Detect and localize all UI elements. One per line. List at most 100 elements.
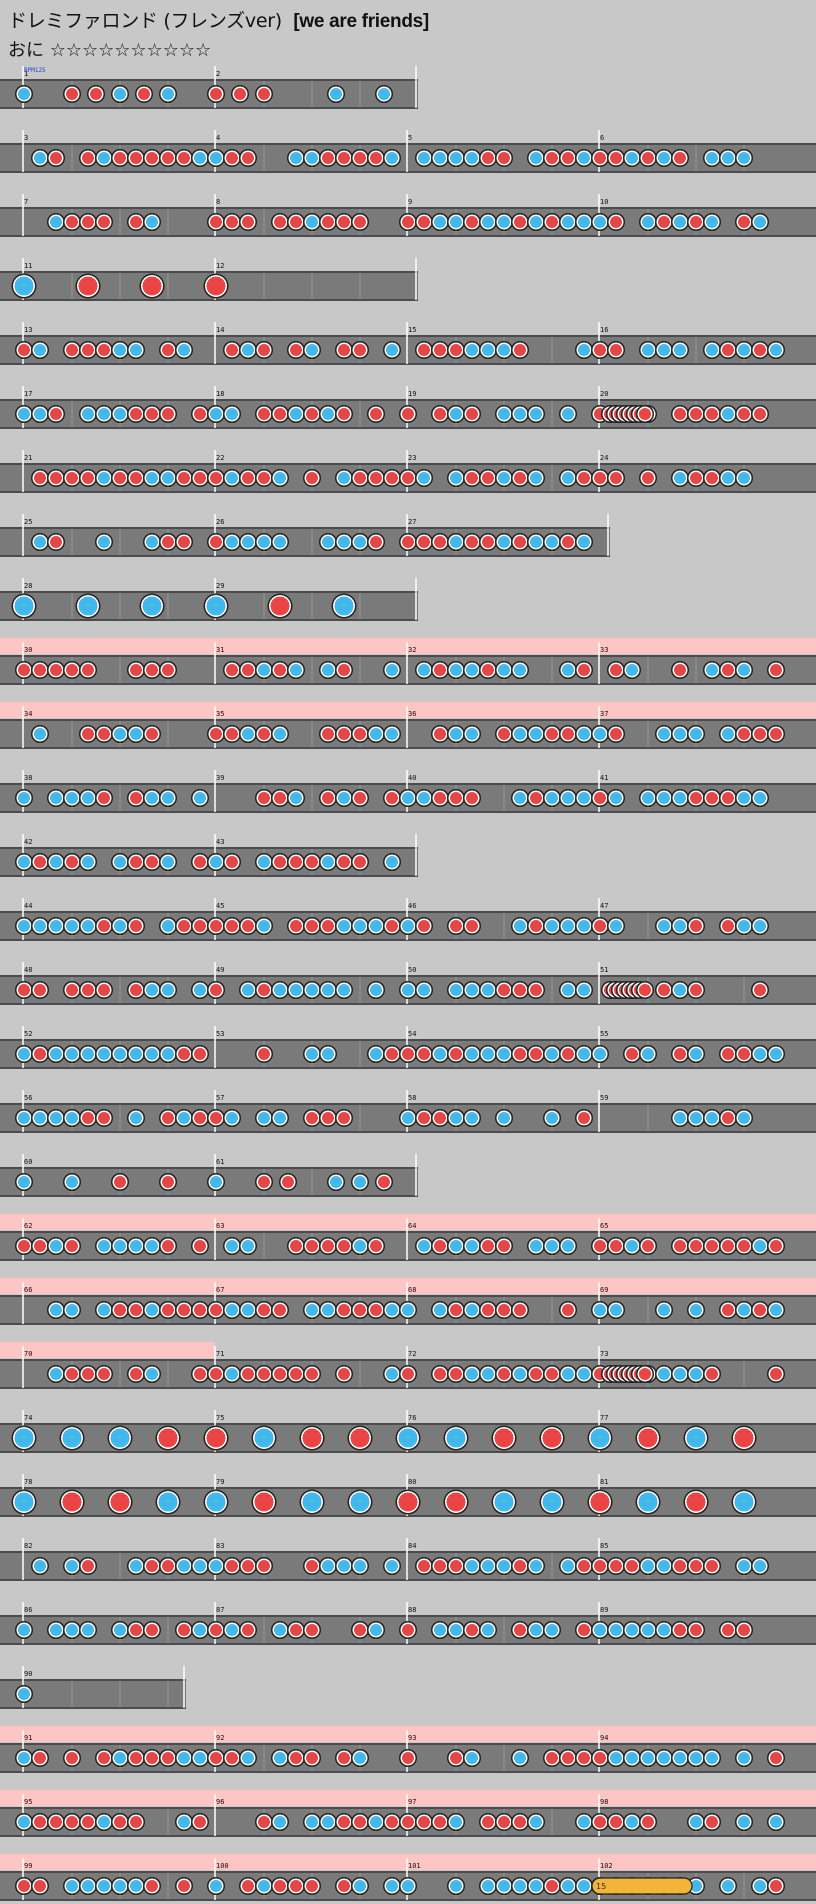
- don-note: [674, 664, 686, 676]
- ka-note: [466, 1112, 478, 1124]
- don-note: [162, 408, 174, 420]
- don-note: [370, 1240, 382, 1252]
- ka-note: [738, 344, 750, 356]
- ka-note: [178, 1816, 190, 1828]
- don-note: [338, 344, 350, 356]
- ka-note: [50, 856, 62, 868]
- don-note: [242, 152, 254, 164]
- ka-note: [530, 1240, 542, 1252]
- ka-note: [18, 1816, 30, 1828]
- ka-note: [258, 664, 270, 676]
- ka-note: [338, 536, 350, 548]
- ka-note: [546, 1048, 558, 1060]
- don-note: [338, 1816, 350, 1828]
- ka-note: [446, 1428, 466, 1448]
- don-note: [690, 216, 702, 228]
- don-note: [590, 1492, 610, 1512]
- measure-number: 96: [216, 1798, 224, 1806]
- ka-note: [530, 1560, 542, 1572]
- don-note: [66, 984, 78, 996]
- don-note: [258, 1560, 270, 1572]
- don-note: [146, 1624, 158, 1636]
- ka-note: [434, 152, 446, 164]
- don-note: [258, 1368, 270, 1380]
- measure-number: 17: [24, 390, 32, 398]
- don-note: [722, 1048, 734, 1060]
- ka-note: [114, 856, 126, 868]
- ka-note: [242, 1240, 254, 1252]
- don-note: [274, 856, 286, 868]
- don-note: [194, 1816, 206, 1828]
- measure-number: 43: [216, 838, 224, 846]
- don-note: [50, 472, 62, 484]
- don-note: [194, 408, 206, 420]
- measure-number: 5: [408, 134, 412, 142]
- don-note: [146, 152, 158, 164]
- don-note: [402, 1048, 414, 1060]
- measure-number: 88: [408, 1606, 416, 1614]
- don-note: [18, 1240, 30, 1252]
- ka-note: [242, 728, 254, 740]
- don-note: [242, 1624, 254, 1636]
- don-note: [498, 984, 510, 996]
- ka-note: [162, 88, 174, 100]
- don-note: [530, 1048, 542, 1060]
- ka-note: [494, 1492, 514, 1512]
- ka-note: [402, 1304, 414, 1316]
- ka-note: [66, 1624, 78, 1636]
- don-note: [498, 1240, 510, 1252]
- ka-note: [334, 596, 354, 616]
- ka-note: [194, 1560, 206, 1572]
- ka-note: [82, 1880, 94, 1892]
- ka-note: [114, 88, 126, 100]
- ka-note: [418, 1240, 430, 1252]
- don-note: [194, 920, 206, 932]
- ka-note: [450, 536, 462, 548]
- don-note: [466, 536, 478, 548]
- ka-note: [354, 1752, 366, 1764]
- measure-number: 14: [216, 326, 224, 334]
- don-note: [210, 1368, 222, 1380]
- difficulty-stars: ☆☆☆☆☆☆☆☆☆☆: [49, 40, 212, 61]
- ka-note: [354, 1560, 366, 1572]
- measure-number: 93: [408, 1734, 416, 1742]
- measure-number: 55: [600, 1030, 608, 1038]
- lane: [0, 657, 816, 683]
- don-note: [82, 728, 94, 740]
- don-note: [66, 1240, 78, 1252]
- ka-note: [82, 1624, 94, 1636]
- don-note: [722, 344, 734, 356]
- ka-note: [482, 216, 494, 228]
- ka-note: [594, 1048, 606, 1060]
- measure-number: 8: [216, 198, 220, 206]
- don-note: [290, 1240, 302, 1252]
- ka-note: [62, 1428, 82, 1448]
- don-note: [770, 1880, 782, 1892]
- ka-note: [18, 920, 30, 932]
- don-note: [562, 1752, 574, 1764]
- ka-note: [562, 920, 574, 932]
- ka-note: [466, 728, 478, 740]
- ka-note: [226, 1112, 238, 1124]
- don-note: [498, 728, 510, 740]
- measure-number: 51: [600, 966, 608, 974]
- ka-note: [674, 1752, 686, 1764]
- ka-note: [242, 536, 254, 548]
- measure-number: 66: [24, 1286, 32, 1294]
- ka-note: [130, 344, 142, 356]
- don-note: [130, 1624, 142, 1636]
- ka-note: [626, 664, 638, 676]
- don-note: [62, 1492, 82, 1512]
- ka-note: [738, 1304, 750, 1316]
- don-note: [354, 152, 366, 164]
- ka-note: [98, 152, 110, 164]
- don-note: [338, 728, 350, 740]
- don-note: [674, 1240, 686, 1252]
- ka-note: [450, 664, 462, 676]
- ka-note: [434, 1624, 446, 1636]
- don-note: [594, 472, 606, 484]
- don-note: [706, 792, 718, 804]
- don-note: [578, 664, 590, 676]
- don-note: [194, 1112, 206, 1124]
- ka-note: [754, 1048, 766, 1060]
